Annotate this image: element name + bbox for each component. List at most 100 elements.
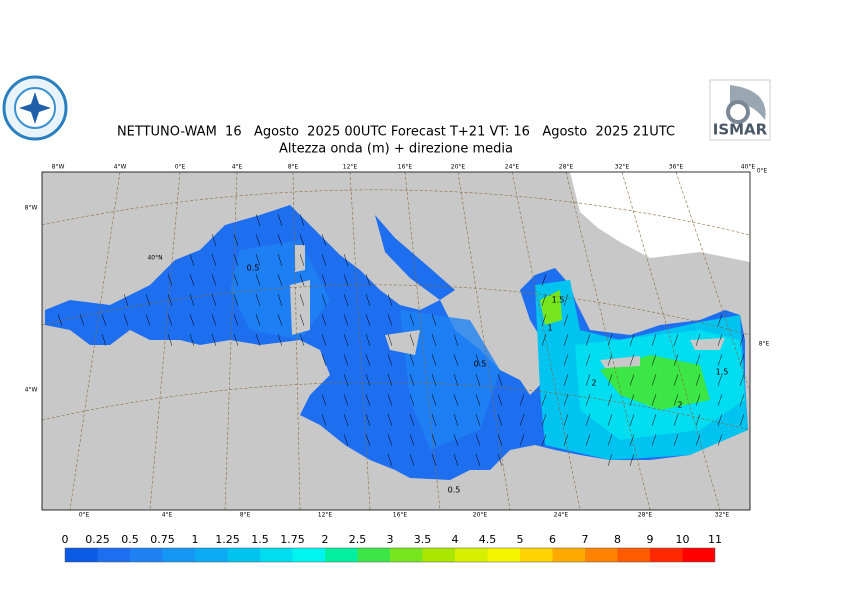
direction-arrow — [321, 274, 327, 286]
direction-arrow — [277, 254, 283, 266]
direction-arrow — [629, 394, 635, 406]
direction-arrow — [431, 314, 437, 326]
direction-arrow — [585, 334, 591, 346]
direction-arrow — [233, 234, 239, 246]
direction-arrow — [497, 434, 503, 446]
contour-label: 2 — [677, 401, 682, 410]
direction-arrow — [739, 394, 745, 406]
direction-arrow — [673, 374, 679, 386]
direction-arrow — [585, 394, 591, 406]
direction-arrow — [475, 434, 481, 446]
direction-arrow — [563, 354, 569, 366]
direction-arrow — [717, 434, 723, 446]
legend-label: 0 — [62, 533, 69, 546]
direction-arrow — [255, 214, 261, 226]
contour-label: 0.5 — [247, 264, 260, 273]
direction-arrow — [365, 314, 371, 326]
direction-arrow — [233, 294, 239, 306]
direction-arrow — [299, 294, 305, 306]
legend-label: 1.25 — [215, 533, 240, 546]
direction-arrow — [453, 394, 459, 406]
contour-label: 2 — [591, 379, 596, 388]
direction-arrow — [739, 334, 745, 346]
direction-arrow — [673, 334, 679, 346]
direction-arrow — [695, 394, 701, 406]
lon-label: 8°E — [240, 512, 251, 519]
legend-swatch — [487, 548, 520, 562]
direction-arrow — [563, 374, 569, 386]
lon-label: 24°E — [505, 164, 520, 171]
direction-arrow — [299, 214, 305, 226]
direction-arrow — [79, 314, 85, 326]
direction-arrow — [123, 294, 129, 306]
direction-arrow — [673, 414, 679, 426]
legend-label: 2.5 — [349, 533, 367, 546]
direction-arrow — [409, 334, 415, 346]
direction-arrow — [739, 354, 745, 366]
legend-swatch — [65, 548, 98, 562]
direction-arrow — [387, 374, 393, 386]
direction-arrow — [189, 334, 195, 346]
direction-arrow — [717, 374, 723, 386]
legend-swatch — [552, 548, 585, 562]
legend-swatch — [292, 548, 325, 562]
legend-label: 7 — [582, 533, 589, 546]
direction-arrow — [409, 454, 415, 466]
direction-arrow — [365, 354, 371, 366]
direction-arrow — [717, 354, 723, 366]
direction-arrow — [387, 354, 393, 366]
direction-arrow — [585, 414, 591, 426]
legend-label: 0.75 — [150, 533, 175, 546]
direction-arrow — [57, 314, 63, 326]
direction-arrow — [563, 314, 569, 326]
direction-arrow — [497, 414, 503, 426]
lon-label: 12°E — [343, 164, 358, 171]
direction-arrow — [651, 434, 657, 446]
direction-arrow — [321, 294, 327, 306]
legend-swatch — [390, 548, 423, 562]
right-logo: ISMAR — [709, 79, 771, 141]
legend-label: 1.5 — [251, 533, 269, 546]
direction-arrow — [453, 434, 459, 446]
title: NETTUNO-WAM 16 Agosto 2025 00UTC Forecas… — [117, 125, 675, 140]
lon-label: 20°E — [473, 512, 488, 519]
direction-arrow — [651, 374, 657, 386]
legend-label: 4 — [452, 533, 459, 546]
direction-arrow — [255, 274, 261, 286]
direction-arrow — [167, 334, 173, 346]
legend-swatch — [130, 548, 163, 562]
legend-swatch — [195, 548, 228, 562]
direction-arrow — [673, 394, 679, 406]
legend-swatch — [617, 548, 650, 562]
direction-arrow — [717, 314, 723, 326]
legend-swatch — [455, 548, 488, 562]
direction-arrow — [497, 394, 503, 406]
direction-arrow — [541, 414, 547, 426]
direction-arrow — [541, 434, 547, 446]
direction-arrow — [431, 434, 437, 446]
direction-arrow — [431, 354, 437, 366]
legend-swatch — [682, 548, 715, 562]
logo-text: ISMAR — [713, 121, 768, 139]
direction-arrow — [607, 374, 613, 386]
direction-arrow — [211, 234, 217, 246]
direction-arrow — [365, 434, 371, 446]
direction-arrow — [629, 454, 635, 466]
direction-arrow — [519, 394, 525, 406]
direction-arrow — [607, 394, 613, 406]
direction-arrow — [629, 374, 635, 386]
lon-label: 8°E — [288, 164, 299, 171]
direction-arrow — [343, 434, 349, 446]
direction-arrow — [409, 354, 415, 366]
direction-arrow — [365, 394, 371, 406]
direction-arrow — [629, 434, 635, 446]
lon-label: 28°E — [559, 164, 574, 171]
direction-arrow — [629, 354, 635, 366]
direction-arrow — [387, 294, 393, 306]
direction-arrow — [255, 334, 261, 346]
legend-frame — [64, 547, 716, 563]
direction-arrow — [453, 454, 459, 466]
legend-label: 1.75 — [280, 533, 305, 546]
legend-swatch — [227, 548, 260, 562]
